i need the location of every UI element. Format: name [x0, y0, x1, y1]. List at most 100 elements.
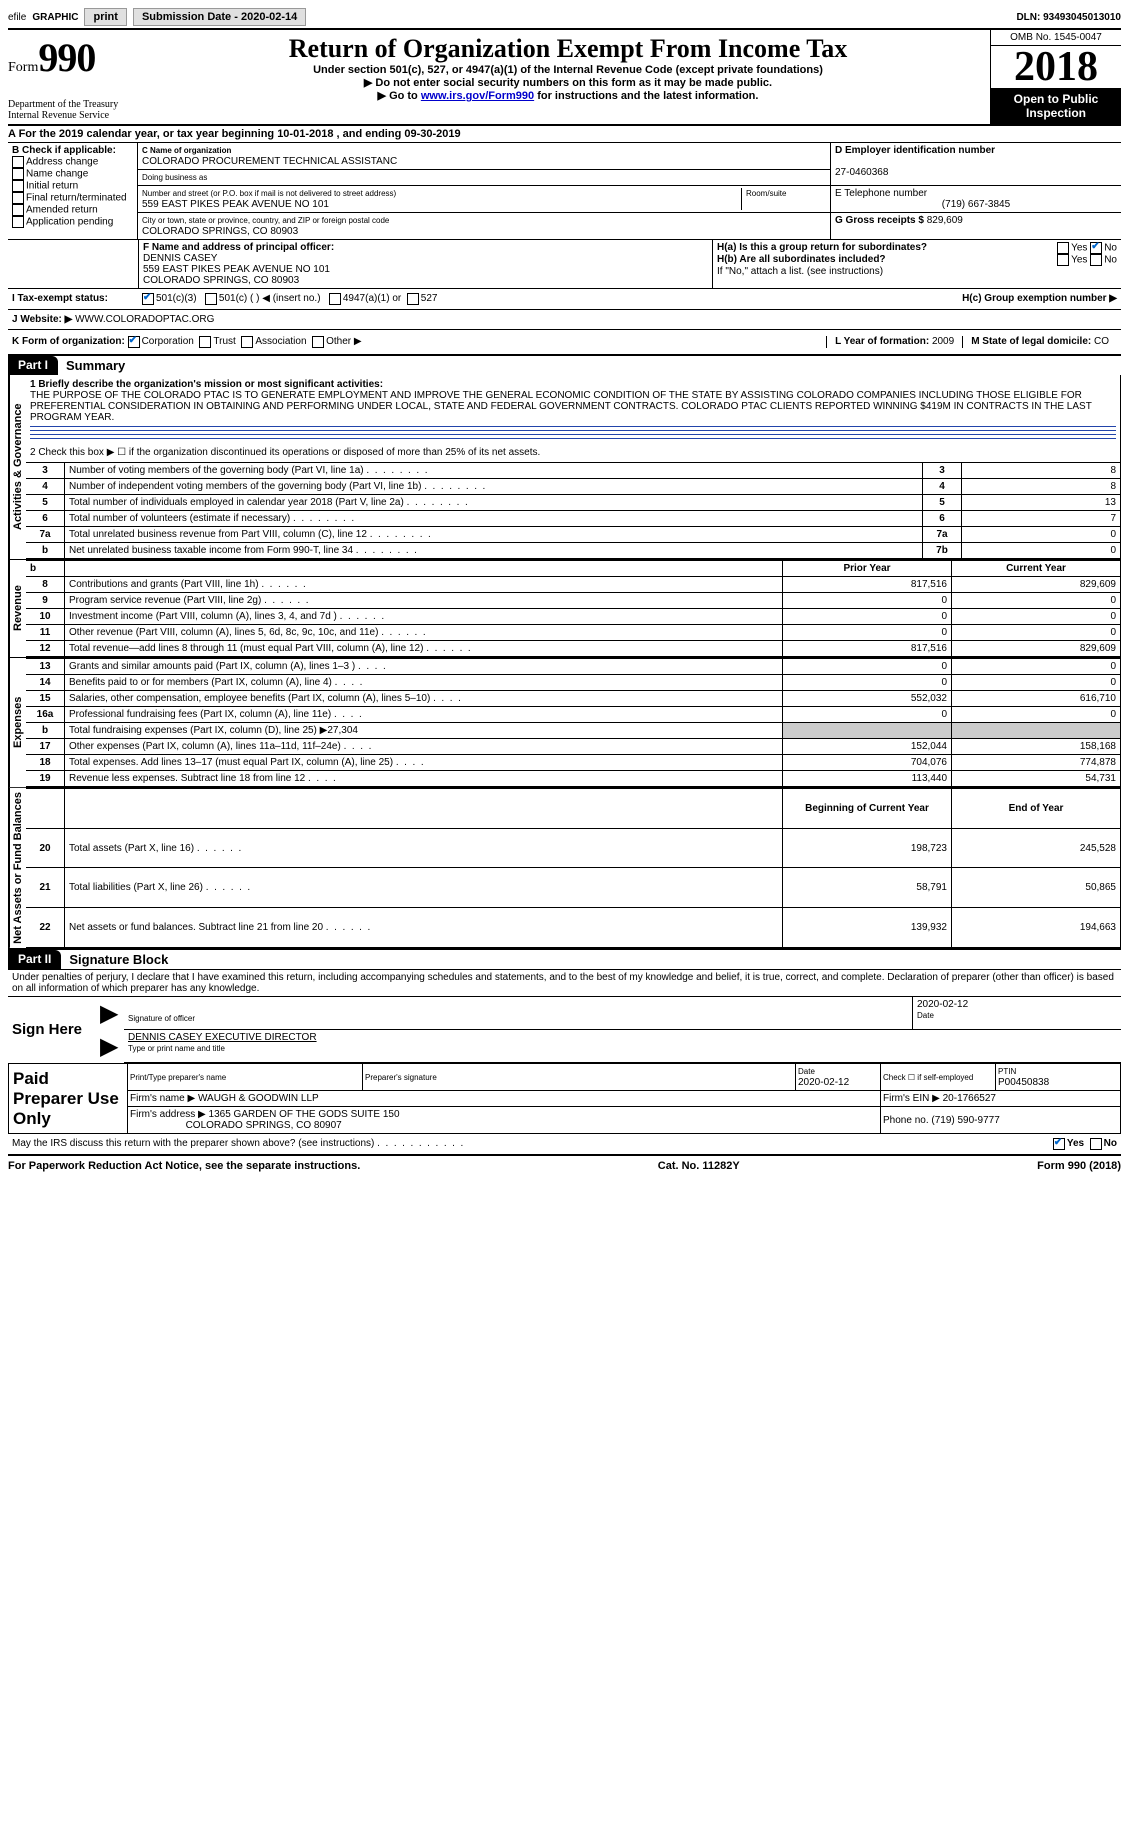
table-row: 17 Other expenses (Part IX, column (A), … [26, 739, 1120, 755]
perjury-text: Under penalties of perjury, I declare th… [8, 969, 1121, 996]
box-h: H(a) Is this a group return for subordin… [713, 240, 1121, 288]
dept-label: Department of the Treasury Internal Reve… [8, 99, 138, 121]
hb-no[interactable] [1090, 254, 1102, 266]
efile-label: efile [8, 12, 26, 23]
table-row: 6 Total number of volunteers (estimate i… [26, 511, 1120, 527]
table-row: 15 Salaries, other compensation, employe… [26, 691, 1120, 707]
table-row: 10 Investment income (Part VIII, column … [26, 609, 1120, 625]
subtitle: Under section 501(c), 527, or 4947(a)(1)… [150, 64, 986, 76]
side-expenses: Expenses [9, 658, 26, 787]
period-line: A For the 2019 calendar year, or tax yea… [8, 126, 1121, 143]
paid-preparer-label: Paid Preparer Use Only [9, 1064, 128, 1134]
fh-row: F Name and address of principal officer:… [8, 240, 1121, 289]
box-e: E Telephone number (719) 667-3845 [831, 186, 1121, 213]
chk-corp[interactable] [128, 336, 140, 348]
chk-other[interactable] [312, 336, 324, 348]
tax-status-row: I Tax-exempt status: 501(c)(3) 501(c) ( … [8, 289, 1121, 310]
chk-name[interactable] [12, 168, 24, 180]
chk-4947[interactable] [329, 293, 341, 305]
box-c-city: City or town, state or province, country… [138, 213, 831, 240]
governance-table: 3 Number of voting members of the govern… [26, 462, 1120, 559]
chk-amended[interactable] [12, 204, 24, 216]
open-inspection: Open to Public Inspection [991, 88, 1121, 124]
note-ssn: ▶ Do not enter social security numbers o… [150, 76, 986, 89]
table-row: b Total fundraising expenses (Part IX, c… [26, 723, 1120, 739]
section-revenue: Revenue b Prior Year Current Year8 Contr… [8, 560, 1121, 658]
chk-pending[interactable] [12, 216, 24, 228]
box-c-dba: Doing business as [138, 170, 831, 186]
ha-yes[interactable] [1057, 242, 1069, 254]
part1-header: Part I Summary [8, 356, 1121, 375]
chk-527[interactable] [407, 293, 419, 305]
section-expenses: Expenses 13 Grants and similar amounts p… [8, 658, 1121, 788]
table-row: 3 Number of voting members of the govern… [26, 463, 1120, 479]
box-d: D Employer identification number 27-0460… [831, 143, 1121, 186]
table-row: 7a Total unrelated business revenue from… [26, 527, 1120, 543]
part2-header: Part II Signature Block [8, 950, 1121, 969]
box-l: L Year of formation: 2009 [826, 336, 962, 348]
chk-assoc[interactable] [241, 336, 253, 348]
discuss-row: May the IRS discuss this return with the… [8, 1134, 1121, 1156]
graphic-label: GRAPHIC [32, 12, 78, 23]
table-row: b Net unrelated business taxable income … [26, 543, 1120, 559]
page-footer: For Paperwork Reduction Act Notice, see … [8, 1156, 1121, 1172]
print-button[interactable]: print [84, 8, 126, 26]
chk-501c[interactable] [205, 293, 217, 305]
section-governance: Activities & Governance 1 Briefly descri… [8, 375, 1121, 560]
box-b: B Check if applicable: Address change Na… [8, 143, 138, 240]
main-title: Return of Organization Exempt From Incom… [150, 34, 986, 64]
name-arrow-icon: ▶ [96, 1030, 124, 1063]
table-row: 22 Net assets or fund balances. Subtract… [26, 908, 1120, 948]
ha-no[interactable] [1090, 242, 1102, 254]
netassets-table: Beginning of Current Year End of Year20 … [26, 788, 1120, 948]
irs-link[interactable]: www.irs.gov/Form990 [421, 90, 534, 102]
table-row: 5 Total number of individuals employed i… [26, 495, 1120, 511]
chk-501c3[interactable] [142, 293, 154, 305]
table-row: 18 Total expenses. Add lines 13–17 (must… [26, 755, 1120, 771]
table-row: 11 Other revenue (Part VIII, column (A),… [26, 625, 1120, 641]
side-revenue: Revenue [9, 560, 26, 657]
sign-block: Sign Here ▶ Signature of officer 2020-02… [8, 996, 1121, 1064]
table-row: 20 Total assets (Part X, line 16) . . . … [26, 828, 1120, 868]
website-row: J Website: ▶ WWW.COLORADOPTAC.ORG [8, 310, 1121, 330]
discuss-no[interactable] [1090, 1138, 1102, 1150]
box-c-name: C Name of organization COLORADO PROCUREM… [138, 143, 831, 170]
section-netassets: Net Assets or Fund Balances Beginning of… [8, 788, 1121, 950]
mission-block: 1 Briefly describe the organization's mi… [26, 375, 1120, 462]
sign-arrow-icon: ▶ [96, 996, 124, 1030]
side-governance: Activities & Governance [9, 375, 26, 559]
table-row: 16a Professional fundraising fees (Part … [26, 707, 1120, 723]
note-goto: ▶ Go to www.irs.gov/Form990 for instruct… [150, 89, 986, 102]
table-row: 8 Contributions and grants (Part VIII, l… [26, 577, 1120, 593]
sign-here-label: Sign Here [8, 996, 96, 1063]
submission-button[interactable]: Submission Date - 2020-02-14 [133, 8, 306, 26]
table-row: 12 Total revenue—add lines 8 through 11 … [26, 641, 1120, 657]
table-header: b Prior Year Current Year [26, 561, 1120, 577]
table-row: 4 Number of independent voting members o… [26, 479, 1120, 495]
table-header: Beginning of Current Year End of Year [26, 789, 1120, 829]
dln: DLN: 93493045013010 [1016, 12, 1121, 23]
box-m: M State of legal domicile: CO [962, 336, 1117, 348]
revenue-table: b Prior Year Current Year8 Contributions… [26, 560, 1120, 657]
k-l-m-row: K Form of organization: Corporation Trus… [8, 330, 1121, 356]
box-c-street: Number and street (or P.O. box if mail i… [138, 186, 831, 213]
box-hc: H(c) Group exemption number ▶ [962, 293, 1117, 305]
chk-final[interactable] [12, 192, 24, 204]
table-row: 13 Grants and similar amounts paid (Part… [26, 659, 1120, 675]
title-block: Return of Organization Exempt From Incom… [146, 30, 990, 124]
table-row: 9 Program service revenue (Part VIII, li… [26, 593, 1120, 609]
year-box: OMB No. 1545-0047 2018 Open to Public In… [990, 30, 1121, 124]
preparer-block: Paid Preparer Use Only Print/Type prepar… [8, 1063, 1121, 1134]
chk-trust[interactable] [199, 336, 211, 348]
hb-yes[interactable] [1057, 254, 1069, 266]
entity-grid: B Check if applicable: Address change Na… [8, 143, 1121, 240]
discuss-yes[interactable] [1053, 1138, 1065, 1150]
table-row: 19 Revenue less expenses. Subtract line … [26, 771, 1120, 787]
side-net: Net Assets or Fund Balances [9, 788, 26, 948]
box-f: F Name and address of principal officer:… [139, 240, 713, 288]
tax-year: 2018 [991, 46, 1121, 88]
chk-initial[interactable] [12, 180, 24, 192]
chk-address[interactable] [12, 156, 24, 168]
table-row: 21 Total liabilities (Part X, line 26) .… [26, 868, 1120, 908]
expenses-table: 13 Grants and similar amounts paid (Part… [26, 658, 1120, 787]
